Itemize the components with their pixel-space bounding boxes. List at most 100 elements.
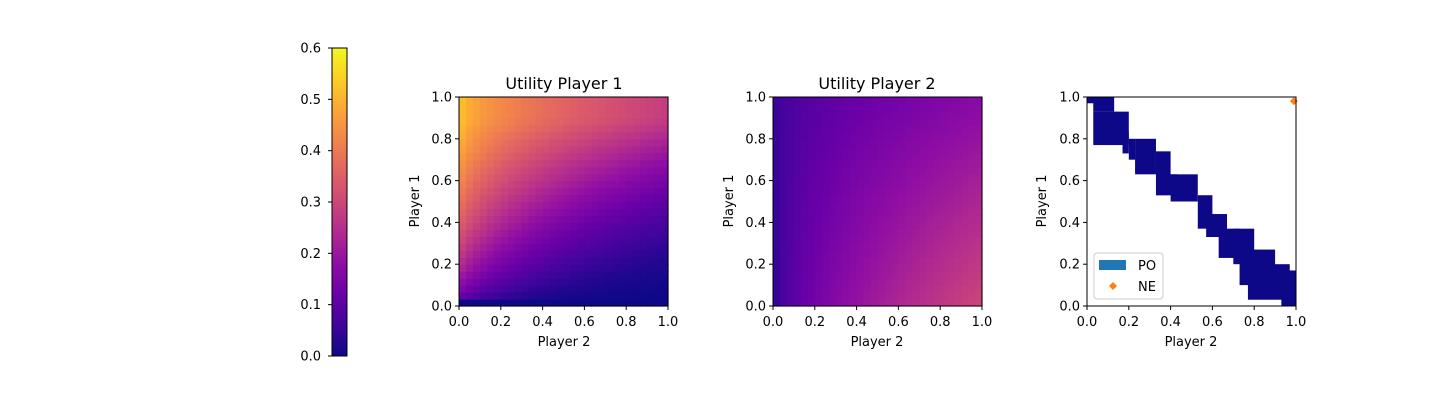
heatmap-cell [654,166,662,175]
heatmap-cell [940,124,948,133]
heatmap-cell [919,187,927,196]
heatmap-cell [605,131,613,140]
heatmap-cell [626,173,634,182]
heatmap-cell [619,208,627,217]
heatmap-cell [514,201,523,210]
heatmap-cell [884,229,893,237]
heatmap-cell [486,97,495,105]
heatmap-cell [807,285,816,293]
y-tick-label: 0.2 [745,258,766,273]
heatmap-cell [654,257,662,265]
heatmap-cell [891,124,899,133]
heatmap-cell [493,145,502,154]
heatmap-cell [577,229,585,237]
heatmap-cell [849,103,858,112]
heatmap-cell [521,124,530,133]
heatmap-cell [563,222,572,230]
heatmap-cell [542,236,551,244]
heatmap-cell [500,208,509,217]
heatmap-cell [919,229,927,237]
heatmap-cell [821,257,830,265]
heatmap-cell [619,152,627,161]
heatmap-cell [968,103,976,112]
heatmap-cell [828,271,837,279]
heatmap-cell [507,124,516,133]
heatmap-cell [954,138,962,147]
heatmap-cell [500,299,509,307]
heatmap-cell [486,278,495,286]
heatmap-cell [500,215,509,223]
heatmap-cell [891,229,899,237]
heatmap-cell [500,250,509,258]
heatmap-cell [493,124,502,133]
heatmap-cell [800,194,809,203]
heatmap-cell [528,215,537,223]
heatmap-cell [584,257,592,265]
heatmap-cell [612,159,620,168]
heatmap-cell [459,271,467,279]
heatmap-cell [891,145,899,154]
heatmap-cell [863,215,872,223]
heatmap-cell [877,103,886,112]
heatmap-cell [940,299,948,307]
heatmap-cell [940,180,948,189]
heatmap-cell [814,152,823,161]
heatmap-cell [591,236,599,244]
heatmap-cell [640,201,648,210]
heatmap-cell [926,117,934,126]
heatmap-cell [800,292,809,300]
heatmap-cell [570,103,579,112]
heatmap-cell [528,257,537,265]
heatmap-cell [465,110,474,119]
heatmap-cell [500,264,509,272]
heatmap-cell [779,299,788,307]
heatmap-cell [863,236,872,244]
heatmap-cell [793,180,802,189]
heatmap-cell [514,117,523,126]
heatmap-cell [835,222,844,230]
heatmap-cell [528,236,537,244]
heatmap-cell [891,271,899,279]
heatmap-cell [619,124,627,133]
heatmap-cell [465,194,474,203]
heatmap-cell [821,208,830,217]
heatmap-cell [654,208,662,217]
heatmap-cell [975,292,983,300]
heatmap-cell [507,257,516,265]
heatmap-cell [459,194,467,203]
heatmap-cell [591,194,599,203]
heatmap-cell [647,110,655,119]
heatmap-cell [961,131,969,140]
heatmap-cell [856,166,865,175]
heatmap-cell [535,97,544,105]
heatmap-cell [479,229,488,237]
heatmap-cell [849,236,858,244]
heatmap-cell [933,145,941,154]
heatmap-cell [465,159,474,168]
heatmap-cell [821,138,830,147]
heatmap-cell [835,180,844,189]
heatmap-cell [459,250,467,258]
heatmap-cell [919,159,927,168]
heatmap-cell [863,299,872,307]
heatmap-cell [633,110,641,119]
heatmap-cell [535,152,544,161]
heatmap-cell [626,194,634,203]
heatmap-cell [835,201,844,210]
heatmap-cell [640,124,648,133]
heatmap-cell [912,138,920,147]
heatmap-cell [912,173,920,182]
heatmap-cell [954,97,962,105]
x-tick-label: 0.0 [763,315,784,330]
heatmap-cell [870,236,879,244]
heatmap-cell [849,208,858,217]
heatmap-cell [570,299,579,307]
heatmap-cell [898,103,906,112]
heatmap-cell [549,166,558,175]
heatmap-cell [479,145,488,154]
heatmap-cell [849,264,858,272]
heatmap-cell [849,117,858,126]
heatmap-cell [661,285,669,293]
po-cell [1087,97,1096,104]
heatmap-cell [619,257,627,265]
